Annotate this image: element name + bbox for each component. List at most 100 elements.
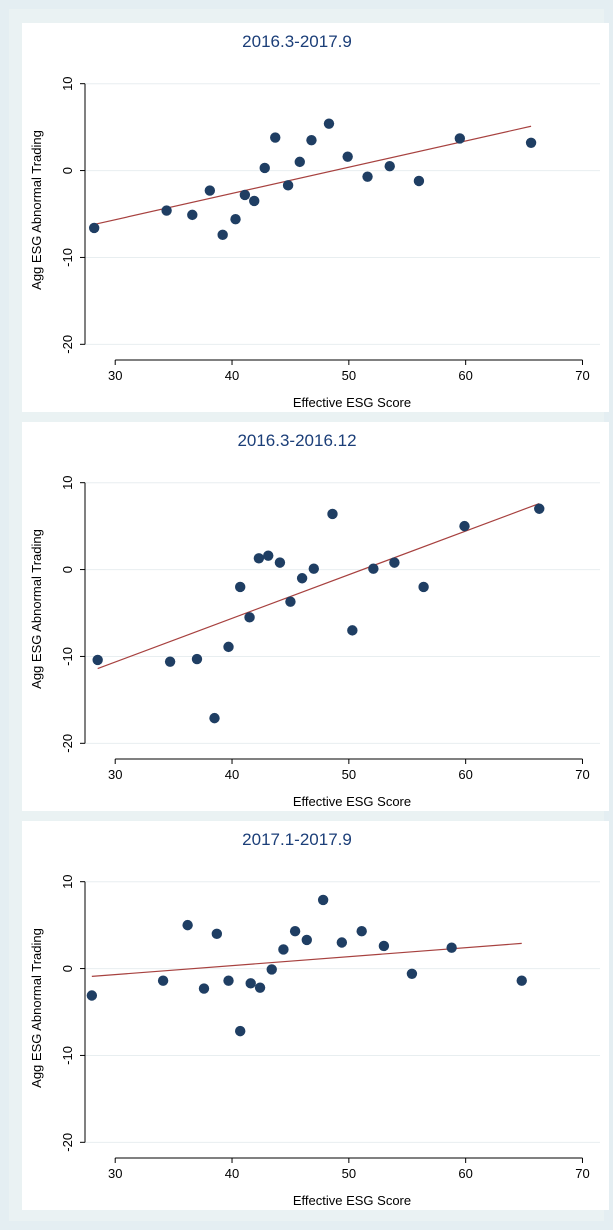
data-point	[164, 656, 176, 667]
chart-title: 2017.1-2017.9	[242, 830, 352, 849]
data-point	[223, 641, 234, 653]
scatter-chart: 2017.1-2017.9 10 0 -10 -20 30 40 50 60 70 Effectiv…	[29, 830, 600, 1208]
data-point	[454, 133, 466, 144]
y-tick-label: -20	[60, 1133, 75, 1152]
chart-panel-3: 2017.1-2017.9 10 0 -10 -20 30 40 50 60 70 Effectiv…	[22, 821, 609, 1210]
x-tick-label: 60	[458, 767, 472, 782]
x-tick-label: 50	[342, 1166, 356, 1181]
data-point	[389, 557, 400, 568]
data-point	[323, 118, 335, 129]
x-tick-label: 30	[108, 1166, 122, 1181]
x-tick-label: 70	[575, 767, 589, 782]
fit-line	[97, 502, 540, 670]
data-point	[259, 162, 270, 174]
y-axis-title: Agg ESG Abnormal Trading	[29, 130, 44, 290]
data-point	[406, 968, 418, 979]
data-point	[301, 934, 312, 946]
data-point	[347, 625, 358, 636]
data-point	[342, 151, 353, 162]
x-tick-label: 40	[225, 1166, 239, 1181]
y-tick-label: 10	[60, 475, 75, 489]
y-tick-label: -20	[60, 734, 75, 753]
data-point	[211, 928, 223, 940]
data-point	[446, 942, 457, 953]
x-tick-label: 30	[108, 767, 122, 782]
x-tick-label: 50	[342, 767, 356, 782]
chart-panel-1: 2016.3-2017.9 10 0 -10 -20 30 40 50 60 70 Effectiv…	[22, 23, 609, 412]
data-point	[88, 222, 100, 234]
x-tick-label: 60	[458, 1166, 472, 1181]
y-axis-title: Agg ESG Abnormal Trading	[29, 529, 44, 689]
data-point	[306, 134, 317, 146]
data-point	[235, 581, 246, 593]
data-point	[362, 171, 373, 182]
data-point	[413, 175, 425, 187]
data-point	[239, 189, 251, 201]
data-point	[223, 975, 234, 986]
x-axis-title: Effective ESG Score	[293, 794, 411, 809]
data-point	[308, 563, 319, 574]
data-point	[187, 209, 198, 221]
data-point	[263, 550, 274, 561]
data-point	[244, 612, 255, 623]
data-point	[274, 557, 286, 568]
data-point	[294, 156, 305, 168]
data-point	[336, 937, 348, 948]
x-axis-title: Effective ESG Score	[293, 395, 411, 410]
x-tick-label: 40	[225, 368, 239, 383]
figure-frame: 2016.3-2017.9 10 0 -10 -20 30 40 50 60 70 Effectiv…	[9, 9, 609, 1221]
scatter-chart: 2016.3-2017.9 10 0 -10 -20 30 40 50 60 70 Effectiv…	[29, 32, 600, 410]
y-tick-label: 10	[60, 76, 75, 90]
y-tick-label: -10	[60, 1046, 75, 1065]
data-point	[92, 654, 103, 666]
y-tick-label: -10	[60, 248, 75, 267]
data-point	[327, 508, 338, 520]
data-point	[516, 975, 527, 986]
x-tick-label: 50	[342, 368, 356, 383]
data-point	[204, 185, 216, 196]
y-tick-label: -20	[60, 335, 75, 354]
y-tick-label: 0	[60, 566, 75, 573]
y-tick-label: -10	[60, 647, 75, 666]
x-tick-label: 40	[225, 767, 239, 782]
data-point	[157, 975, 169, 986]
x-axis-title: Effective ESG Score	[293, 1193, 411, 1208]
data-point	[235, 1025, 246, 1037]
data-point	[249, 195, 260, 207]
chart-title: 2016.3-2017.9	[242, 32, 352, 51]
data-point	[384, 161, 395, 172]
data-point	[198, 983, 210, 994]
data-point	[534, 503, 545, 514]
data-point	[254, 982, 266, 993]
data-point	[296, 573, 308, 584]
data-point	[253, 553, 265, 564]
data-point	[245, 978, 256, 989]
x-tick-label: 70	[575, 368, 589, 383]
data-point	[191, 653, 203, 665]
y-tick-label: 0	[60, 167, 75, 174]
data-point	[270, 132, 281, 143]
x-tick-label: 30	[108, 368, 122, 383]
chart-panel-2: 2016.3-2016.12 10 0 -10 -20 30 40 50 60 70 Effecti…	[22, 422, 609, 811]
data-point	[418, 581, 429, 593]
fit-line	[91, 942, 522, 977]
data-point	[368, 563, 379, 574]
scatter-chart: 2016.3-2016.12 10 0 -10 -20 30 40 50 60 70 Effecti…	[29, 431, 600, 809]
x-tick-label: 60	[458, 368, 472, 383]
data-point	[278, 944, 289, 955]
data-point	[209, 712, 220, 724]
data-point	[356, 926, 367, 937]
data-point	[317, 894, 329, 906]
data-point	[282, 180, 294, 191]
chart-title: 2016.3-2016.12	[237, 431, 356, 450]
y-tick-label: 10	[60, 874, 75, 888]
data-point	[289, 926, 301, 937]
data-point	[230, 214, 241, 225]
data-point	[217, 229, 228, 241]
data-point	[459, 520, 470, 532]
data-point	[285, 596, 296, 607]
data-point	[86, 990, 98, 1001]
data-point	[161, 205, 172, 216]
data-point	[525, 137, 537, 148]
data-point	[182, 919, 193, 931]
